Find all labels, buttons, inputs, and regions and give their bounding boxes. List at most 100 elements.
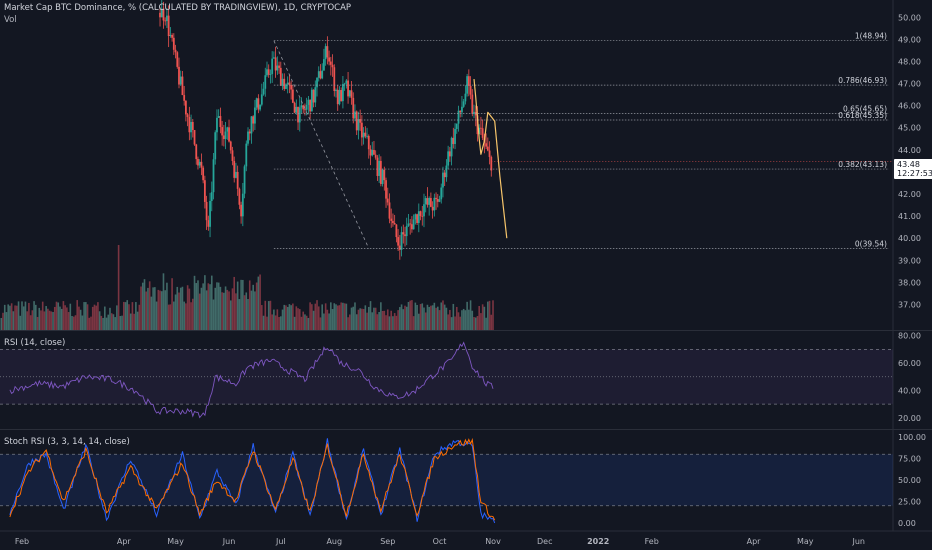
candle-body <box>209 200 211 227</box>
price-axis-tick: 41.00 <box>898 212 921 221</box>
candle-body <box>288 82 291 85</box>
candle-body <box>193 130 196 145</box>
volume-bar <box>290 305 292 330</box>
volume-bar <box>416 304 418 330</box>
candle-body <box>436 199 439 202</box>
volume-bar <box>354 302 356 330</box>
candle-body <box>478 127 481 135</box>
candle-body <box>428 198 431 205</box>
volume-bar <box>53 306 56 330</box>
volume-bar <box>10 303 13 330</box>
candle-body <box>240 204 243 217</box>
volume-bar <box>305 315 308 330</box>
volume-bar <box>47 308 49 330</box>
candle-body <box>305 104 308 110</box>
fib-level-label: 0.65(45.65) <box>843 104 887 113</box>
candle-body <box>178 66 180 85</box>
volume-bar <box>147 287 149 330</box>
time-axis-tick: Sep <box>380 537 395 546</box>
volume-bar <box>297 308 299 330</box>
volume-bar <box>162 273 165 330</box>
volume-bar <box>17 301 20 330</box>
volume-bar <box>50 311 53 330</box>
volume-bar <box>76 300 79 330</box>
volume-bar <box>483 306 486 330</box>
candle-body <box>486 146 489 151</box>
candle-body <box>276 65 279 71</box>
candle-body <box>316 77 318 88</box>
volume-bar <box>399 307 401 330</box>
last-price-badge: 43.48 12:27:53 <box>894 159 932 179</box>
volume-bar <box>71 316 73 330</box>
volume-bar <box>124 302 127 330</box>
volume-bar <box>26 311 28 330</box>
volume-bar <box>86 304 89 330</box>
volume-bar <box>181 286 184 330</box>
volume-bar <box>212 299 215 330</box>
fib-level-label: 0.618(45.35) <box>838 111 887 120</box>
volume-bar <box>247 299 249 330</box>
candle-body <box>207 220 210 227</box>
candle-body <box>264 75 267 89</box>
volume-bar <box>285 305 287 330</box>
candle-body <box>354 111 356 119</box>
volume-bar <box>64 305 66 330</box>
volume-bar <box>267 301 270 330</box>
volume-bar <box>248 280 251 330</box>
volume-bar <box>461 310 463 330</box>
volume-bar <box>452 303 455 330</box>
candle-body <box>212 159 215 193</box>
volume-bar <box>236 281 239 330</box>
volume-bar <box>435 307 437 330</box>
volume-bar <box>62 301 65 330</box>
candle-body <box>469 85 472 95</box>
volume-bar <box>107 314 110 330</box>
volume-bar <box>371 312 374 330</box>
volume-bar <box>159 290 161 330</box>
candle-body <box>195 144 198 160</box>
volume-bar <box>361 308 363 330</box>
rsi-axis-tick: 60.00 <box>898 359 921 368</box>
candle-body <box>386 198 389 203</box>
price-axis-tick: 40.00 <box>898 234 921 243</box>
volume-bar <box>154 287 156 330</box>
candle-body <box>310 89 313 112</box>
volume-bar <box>109 307 111 330</box>
volume-bar <box>3 304 6 330</box>
volume-bar <box>226 289 229 330</box>
candle-body <box>162 8 165 21</box>
candle-body <box>424 198 427 205</box>
candle-body <box>464 93 467 102</box>
candle-body <box>238 188 241 205</box>
candle-body <box>467 76 470 86</box>
volume-bar <box>252 284 254 330</box>
volume-bar <box>229 300 232 330</box>
candle-body <box>447 151 450 166</box>
volume-bar <box>176 286 179 330</box>
volume-bar <box>36 316 39 330</box>
price-axis-tick: 50.00 <box>898 13 921 22</box>
volume-bar <box>343 303 346 330</box>
candle-body <box>371 149 374 156</box>
candle-body <box>352 97 355 119</box>
candle-body <box>409 223 412 225</box>
volume-bar <box>442 300 444 330</box>
volume-bar <box>355 314 358 330</box>
volume-bar <box>100 315 103 330</box>
volume-bar <box>436 306 439 330</box>
candle-body <box>407 223 410 226</box>
candle-body <box>279 67 282 86</box>
volume-bar <box>261 305 263 330</box>
price-axis-tick: 48.00 <box>898 57 921 66</box>
stoch-axis-tick: 25.00 <box>898 497 921 506</box>
candle-body <box>457 110 460 124</box>
candle-body <box>481 128 484 138</box>
volume-bar <box>480 313 482 330</box>
volume-bar <box>373 307 375 330</box>
candle-body <box>392 220 394 224</box>
candle-body <box>379 160 382 184</box>
candle-body <box>293 102 296 113</box>
volume-bar <box>95 305 97 330</box>
candle-body <box>169 35 172 37</box>
